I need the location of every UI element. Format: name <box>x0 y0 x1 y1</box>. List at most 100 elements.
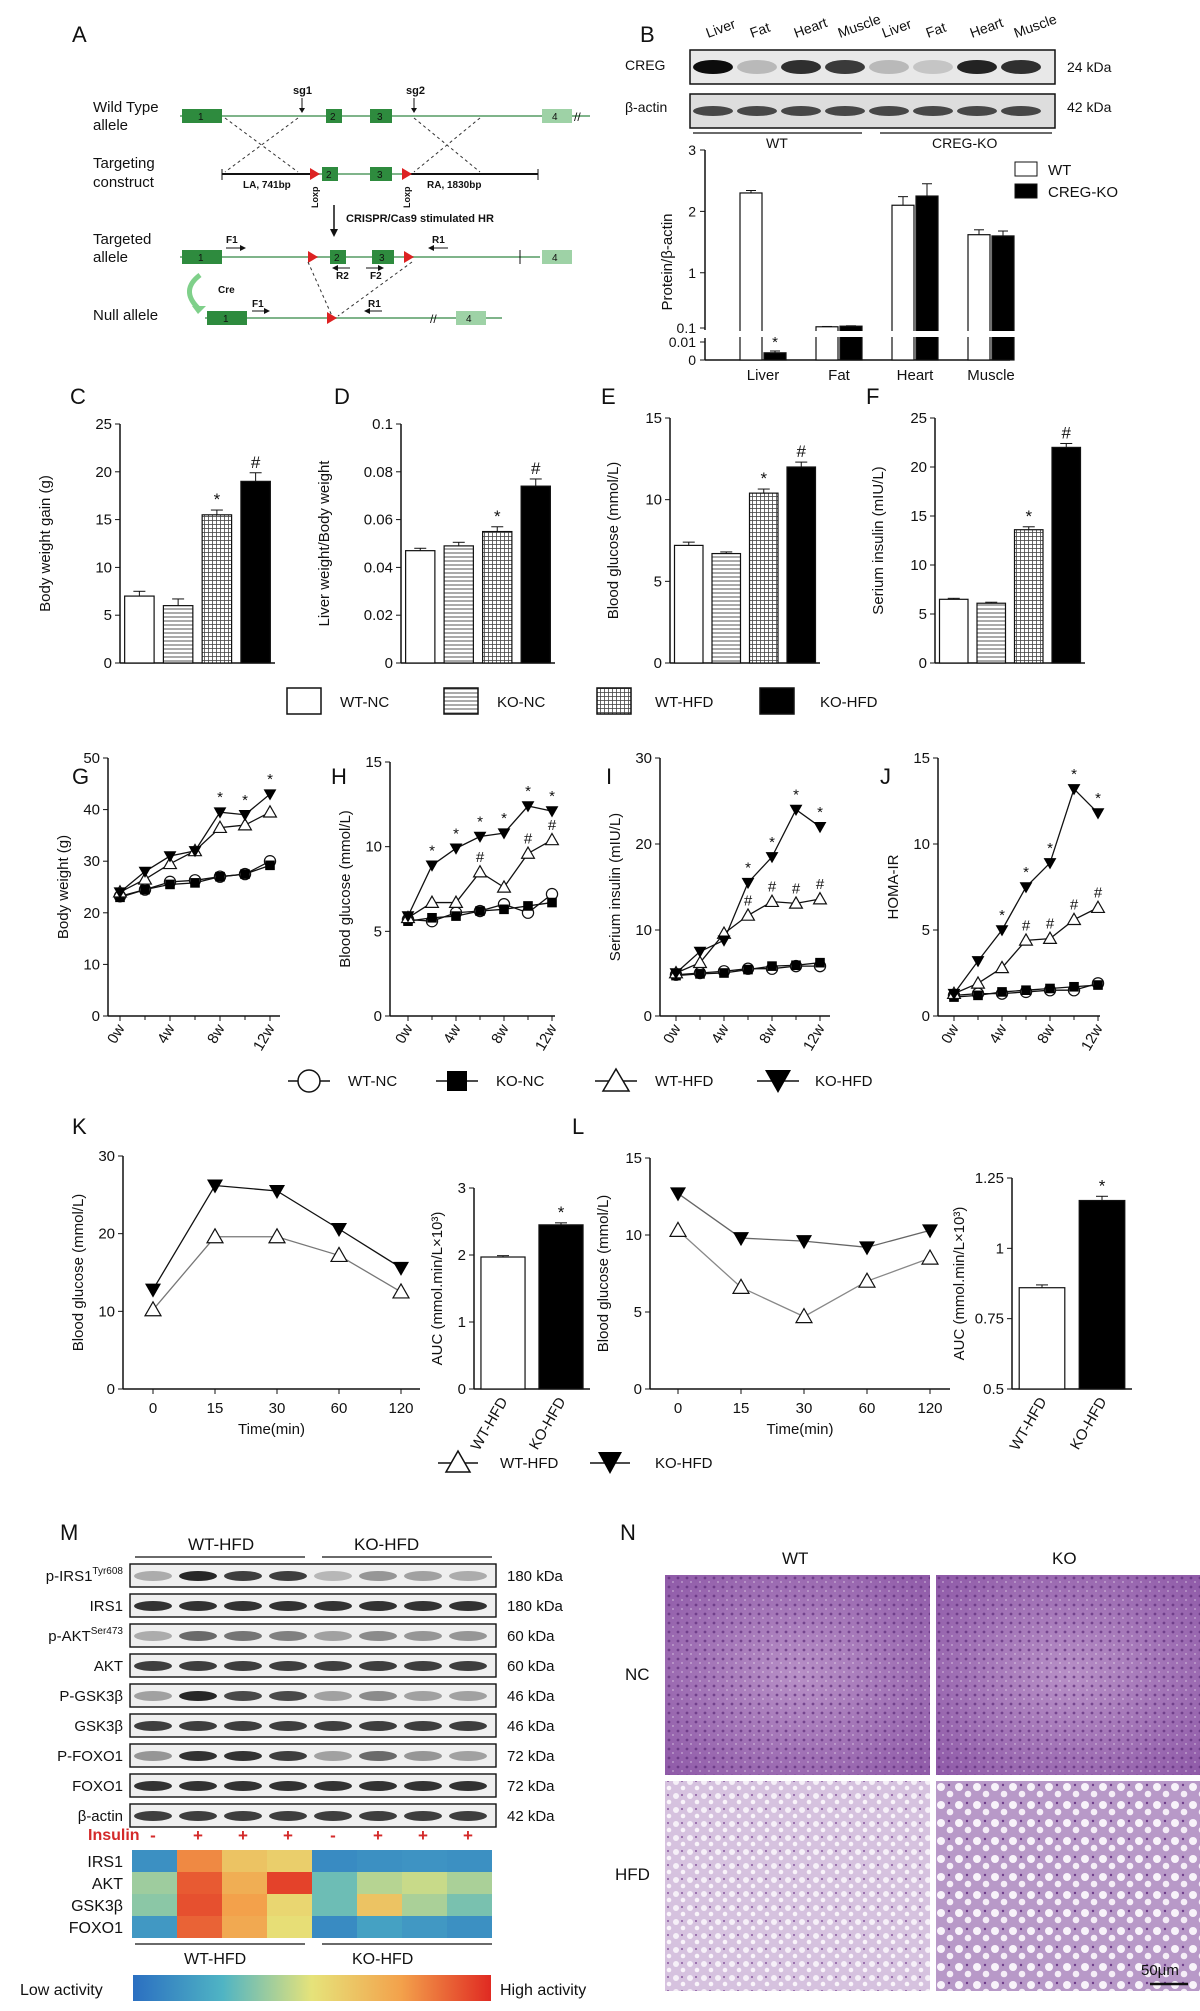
chart-j: 0 5 10 15 HOMA-IR 0w 4w 8w 12w * * # * # * # * # <box>885 750 1107 1054</box>
blot-band <box>404 1631 442 1641</box>
blot-band <box>913 106 953 116</box>
blot-strip <box>129 1623 497 1648</box>
significance-marker: * <box>217 789 223 806</box>
blot-size-42kda: 42 kDa <box>1067 99 1112 115</box>
significance-marker: # <box>1070 897 1079 914</box>
blot-strip <box>129 1683 497 1708</box>
axis-label: Serium insulin (mIU/L) <box>607 813 624 961</box>
point <box>740 907 756 921</box>
point <box>994 960 1010 974</box>
blot-band <box>449 1661 487 1671</box>
point <box>237 817 253 831</box>
x-tick-label: 8w <box>1034 1021 1058 1046</box>
blot-band <box>359 1691 397 1701</box>
blot-band <box>179 1781 217 1791</box>
x-tick-label: 30 <box>269 1400 286 1417</box>
point <box>1066 912 1082 926</box>
bar <box>748 492 779 664</box>
blot-band <box>359 1781 397 1791</box>
x-tick-label: 120 <box>388 1400 413 1417</box>
bar <box>480 1256 526 1390</box>
x-tick-label: 12w <box>250 1021 279 1053</box>
chart-k-bar: 0 1 2 3 AUC (mmol.min/L×10³) WT-HFD * KO-HFD <box>429 1180 590 1454</box>
category-label: KO-HFD <box>1067 1394 1111 1452</box>
lane-label: Heart <box>968 14 1006 41</box>
insulin-sign: + <box>193 1826 203 1845</box>
blot-band <box>825 60 865 74</box>
m-heat-group-wt-hfd: WT-HFD <box>184 1951 246 1968</box>
point <box>391 1282 411 1299</box>
tick-label: 15 <box>365 754 382 771</box>
svg-text:Cre: Cre <box>218 285 235 296</box>
blot-band <box>404 1691 442 1701</box>
m-group-wt-hfd: WT-HFD <box>188 1535 254 1554</box>
bar <box>124 595 155 664</box>
blot-band <box>224 1811 262 1821</box>
point <box>719 968 729 978</box>
point <box>796 1235 812 1250</box>
chart-b: 3 2 1 0.10.01 0 Protein/β-actin Liver * Fat Heart… <box>659 142 1118 384</box>
point <box>212 820 228 834</box>
svg-text:F1: F1 <box>226 235 238 246</box>
panel-letters: A B C D E F G H I J K L M N <box>60 22 891 1545</box>
kl-legend-label-wt-hfd: WT-HFD <box>500 1455 558 1472</box>
significance-marker: * <box>793 787 799 804</box>
point <box>731 1278 751 1294</box>
x-tick-label: 0w <box>104 1021 128 1046</box>
point <box>920 1248 940 1265</box>
point <box>1093 980 1103 990</box>
heatmap-cell <box>447 1872 492 1894</box>
bar <box>786 466 817 664</box>
blot-band <box>134 1571 172 1581</box>
blot-band <box>314 1661 352 1671</box>
chart-e: 0 5 10 15 Blood glucose (mmol/L) * # <box>605 410 820 672</box>
point <box>970 975 986 989</box>
tick-label: 5 <box>654 573 662 590</box>
blot-band <box>134 1661 172 1671</box>
blot-band <box>179 1751 217 1761</box>
heatmap-cell <box>447 1916 492 1938</box>
svg-text:sg1: sg1 <box>293 85 312 97</box>
bar <box>520 485 551 664</box>
significance-marker: # <box>1046 916 1055 933</box>
blot-size-label: 42 kDa <box>507 1808 555 1825</box>
heatmap-row-label: AKT <box>92 1876 123 1893</box>
point <box>695 969 705 979</box>
svg-text://: // <box>574 110 581 124</box>
axis-label: Liver weight/Body weight <box>316 460 333 627</box>
n-col-wt: WT <box>782 1549 808 1568</box>
blot-size-label: 180 kDa <box>507 1598 564 1615</box>
significance-marker: * <box>817 804 823 821</box>
blot-band <box>224 1571 262 1581</box>
panel-letter-g: G <box>72 764 89 789</box>
point <box>424 894 440 908</box>
significance-marker: # <box>251 453 261 472</box>
point <box>971 956 985 968</box>
blot-strip <box>129 1713 497 1738</box>
point <box>448 894 464 908</box>
significance-marker: * <box>267 771 273 788</box>
heatmap-cell <box>357 1872 402 1894</box>
kl-legend-marker-wt-hfd <box>444 1449 472 1473</box>
significance-marker: * <box>429 842 435 859</box>
x-tick-label: 8w <box>756 1021 780 1046</box>
bar <box>405 550 436 664</box>
kl-legend-label-ko-hfd: KO-HFD <box>655 1455 713 1472</box>
legend-line-label-wt-nc: WT-NC <box>348 1073 397 1090</box>
legend-swatch-ko-nc <box>443 687 479 715</box>
blot-band <box>314 1601 352 1611</box>
heatmap-cell <box>177 1894 222 1916</box>
x-tick-label: 120 <box>917 1400 942 1417</box>
bar <box>162 605 194 664</box>
blot-band <box>224 1631 262 1641</box>
blot-label-creg: CREG <box>625 57 665 73</box>
significance-marker: * <box>549 788 555 805</box>
point <box>213 807 227 819</box>
blot-row-label: p-AKTSer473 <box>48 1626 123 1645</box>
blot-band <box>224 1781 262 1791</box>
blot-band <box>781 60 821 74</box>
chart-d: 0 0.02 0.04 0.06 0.08 0.1 Liver weight/Body we… <box>316 416 555 672</box>
point <box>165 879 175 890</box>
panel-letter-f: F <box>866 384 879 409</box>
blot-row-label: β-actin <box>78 1808 123 1825</box>
